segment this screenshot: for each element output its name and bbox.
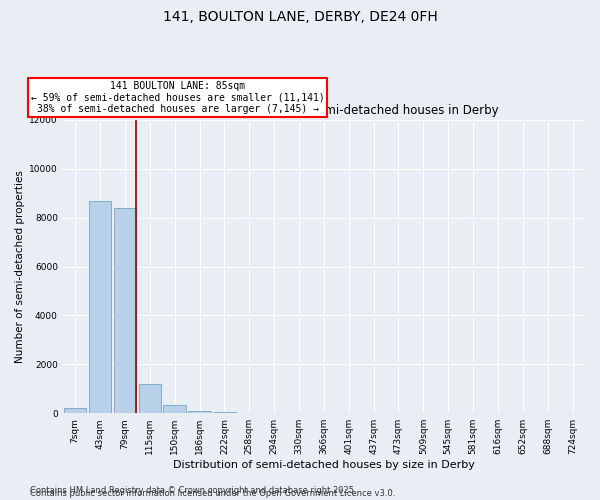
Bar	[188, 411, 211, 413]
Text: Contains public sector information licensed under the Open Government Licence v3: Contains public sector information licen…	[30, 488, 395, 498]
Bar	[89, 200, 111, 413]
Title: Size of property relative to semi-detached houses in Derby: Size of property relative to semi-detach…	[149, 104, 499, 118]
Text: 141 BOULTON LANE: 85sqm
← 59% of semi-detached houses are smaller (11,141)
38% o: 141 BOULTON LANE: 85sqm ← 59% of semi-de…	[31, 81, 325, 114]
Text: Contains HM Land Registry data © Crown copyright and database right 2025.: Contains HM Land Registry data © Crown c…	[30, 486, 356, 495]
Bar	[114, 208, 136, 413]
Y-axis label: Number of semi-detached properties: Number of semi-detached properties	[15, 170, 25, 363]
Bar	[139, 384, 161, 413]
Text: 141, BOULTON LANE, DERBY, DE24 0FH: 141, BOULTON LANE, DERBY, DE24 0FH	[163, 10, 437, 24]
Bar	[163, 404, 186, 413]
Bar	[64, 408, 86, 413]
X-axis label: Distribution of semi-detached houses by size in Derby: Distribution of semi-detached houses by …	[173, 460, 475, 470]
Bar	[213, 412, 236, 413]
